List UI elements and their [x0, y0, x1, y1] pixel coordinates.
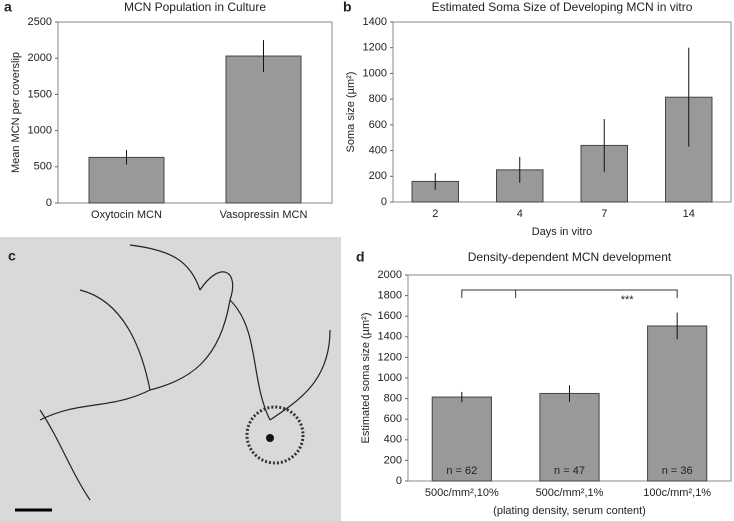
y-tick-label: 2000 — [28, 52, 52, 64]
y-tick-label: 400 — [369, 144, 387, 156]
y-tick-label: 1400 — [363, 16, 387, 28]
y-tick-label: 600 — [384, 413, 402, 425]
x-tick-label: Vasopressin MCN — [220, 209, 308, 221]
neuron-cluster — [245, 405, 305, 465]
y-tick-label: 500 — [34, 161, 52, 173]
bar — [431, 396, 492, 482]
y-tick-label: 1000 — [28, 125, 52, 137]
y-tick-label: 0 — [381, 196, 387, 208]
x-axis-label: Days in vitro — [532, 226, 593, 238]
bar — [88, 156, 165, 204]
x-tick-label: 14 — [683, 208, 695, 220]
significance-bracket — [461, 289, 678, 298]
y-tick-label: 1200 — [363, 42, 387, 54]
x-tick-label: 4 — [517, 208, 523, 220]
y-tick-label: 1800 — [378, 290, 402, 302]
y-axis-label: Estimated soma size (µm²) — [360, 312, 372, 443]
x-tick-label: 500c/mm²,1% — [536, 487, 604, 499]
bar-label: n = 47 — [554, 465, 585, 477]
y-tick-label: 400 — [384, 434, 402, 446]
chart-title: Estimated Soma Size of Developing MCN in… — [432, 0, 693, 14]
neurite — [39, 244, 331, 501]
chart-title: MCN Population in Culture — [124, 0, 266, 14]
y-tick-label: 800 — [384, 393, 402, 405]
bar — [647, 325, 708, 482]
significance: *** — [621, 294, 635, 306]
y-tick-label: 2500 — [28, 16, 52, 28]
y-tick-label: 800 — [369, 93, 387, 105]
y-tick-label: 1200 — [378, 351, 402, 363]
y-axis-label: Soma size (µm²) — [345, 72, 357, 153]
y-tick-label: 1500 — [28, 88, 52, 100]
x-tick-label: 500c/mm²,10% — [425, 487, 499, 499]
panel-label: a — [4, 0, 12, 15]
panel-label: b — [343, 0, 352, 15]
panel-label: d — [356, 249, 365, 265]
chart-title: Density-dependent MCN development — [468, 250, 672, 264]
bar — [225, 55, 302, 204]
y-axis-label: Mean MCN per coverslip — [10, 52, 22, 173]
plot-frame — [57, 21, 333, 204]
y-tick-label: 1400 — [378, 331, 402, 343]
image-background — [0, 237, 341, 521]
bar-label: n = 62 — [446, 465, 477, 477]
y-tick-label: 2000 — [378, 269, 402, 281]
x-tick-label: 2 — [432, 208, 438, 220]
plot-frame — [392, 21, 732, 203]
micrograph — [0, 237, 341, 521]
panel-label: c — [8, 248, 16, 264]
y-tick-label: 1000 — [378, 372, 402, 384]
y-tick-label: 0 — [46, 197, 52, 209]
bar-label: n = 36 — [662, 465, 693, 477]
y-tick-label: 1600 — [378, 310, 402, 322]
x-axis-label: (plating density, serum content) — [493, 505, 646, 517]
y-tick-label: 200 — [384, 454, 402, 466]
bar — [539, 392, 600, 482]
y-tick-label: 1000 — [363, 67, 387, 79]
soma — [266, 434, 274, 442]
x-tick-label: 100c/mm²,1% — [643, 487, 711, 499]
x-tick-label: 7 — [601, 208, 607, 220]
y-tick-label: 600 — [369, 119, 387, 131]
x-tick-label: Oxytocin MCN — [91, 209, 162, 221]
y-tick-label: 200 — [369, 170, 387, 182]
y-tick-label: 0 — [396, 475, 402, 487]
